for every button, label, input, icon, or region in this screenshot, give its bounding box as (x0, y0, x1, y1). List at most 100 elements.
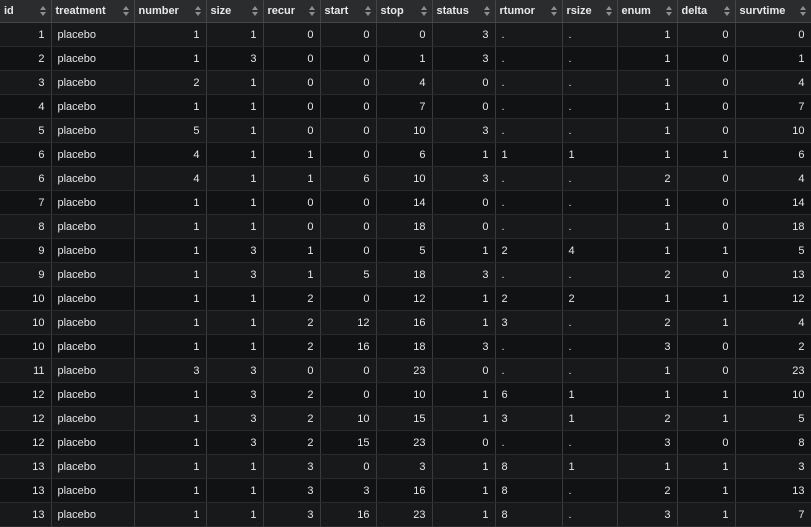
sort-arrows-icon[interactable] (551, 4, 558, 18)
cell-rtumor: 6 (495, 382, 563, 407)
cell-stop: 18 (376, 262, 433, 287)
cell-start: 0 (320, 118, 377, 143)
sort-arrows-icon[interactable] (195, 4, 202, 18)
table-row[interactable]: 12 placebo 1 3 2 0 10 1 6 1 1 1 10 (0, 382, 811, 407)
cell-survtime: 13 (735, 262, 811, 287)
sort-arrows-icon[interactable] (421, 4, 428, 18)
table-row[interactable]: 6 placebo 4 1 1 0 6 1 1 1 1 1 6 (0, 142, 811, 167)
cell-enum: 3 (617, 430, 678, 455)
table-row[interactable]: 2 placebo 1 3 0 0 1 3.. 1 0 1 (0, 46, 811, 71)
cell-rsize: . (562, 94, 618, 119)
table-row[interactable]: 8 placebo 1 1 0 0 18 0.. 1 0 18 (0, 214, 811, 239)
column-header-id[interactable]: id (0, 0, 52, 23)
cell-number: 3 (134, 358, 207, 383)
cell-status: 1 (432, 406, 496, 431)
cell-treatment: placebo (51, 142, 135, 167)
sort-arrows-icon[interactable] (606, 4, 613, 18)
cell-recur: 2 (263, 334, 321, 359)
table-row[interactable]: 6 placebo 4 1 1 6 10 3.. 2 0 4 (0, 166, 811, 191)
table-row[interactable]: 10 placebo 1 1 2 0 12 1 2 2 1 1 12 (0, 286, 811, 311)
cell-treatment: placebo (51, 94, 135, 119)
sort-arrows-icon[interactable] (484, 4, 491, 18)
cell-status: 1 (432, 382, 496, 407)
cell-rtumor: . (495, 262, 563, 287)
table-row[interactable]: 7 placebo 1 1 0 0 14 0.. 1 0 14 (0, 190, 811, 215)
table-row[interactable]: 12 placebo 1 3 2 10 15 1 3 1 2 1 5 (0, 406, 811, 431)
column-header-rsize[interactable]: rsize (562, 0, 618, 23)
cell-id: 2 (0, 46, 52, 71)
cell-number: 1 (134, 430, 207, 455)
column-header-enum[interactable]: enum (617, 0, 678, 23)
column-header-recur[interactable]: recur (263, 0, 321, 23)
cell-stop: 15 (376, 406, 433, 431)
table-row[interactable]: 11 placebo 3 3 0 0 23 0.. 1 0 23 (0, 358, 811, 383)
table-row[interactable]: 13 placebo 1 1 3 3 16 1 8. 2 1 13 (0, 478, 811, 503)
table-row[interactable]: 1 placebo 1 1 0 0 0 3.. 1 0 0 (0, 22, 811, 47)
cell-status: 1 (432, 502, 496, 527)
table-row[interactable]: 5 placebo 5 1 0 0 10 3.. 1 0 10 (0, 118, 811, 143)
column-header-status[interactable]: status (432, 0, 496, 23)
cell-number: 1 (134, 94, 207, 119)
cell-rtumor: 2 (495, 286, 563, 311)
cell-enum: 1 (617, 94, 678, 119)
table-row[interactable]: 13 placebo 1 1 3 16 23 1 8. 3 1 7 (0, 502, 811, 527)
column-header-start[interactable]: start (320, 0, 377, 23)
cell-status: 3 (432, 22, 496, 47)
cell-treatment: placebo (51, 118, 135, 143)
cell-recur: 2 (263, 430, 321, 455)
table-row[interactable]: 4 placebo 1 1 0 0 7 0.. 1 0 7 (0, 94, 811, 119)
cell-survtime: 18 (735, 214, 811, 239)
cell-enum: 2 (617, 310, 678, 335)
sort-arrows-icon[interactable] (800, 4, 807, 18)
cell-id: 9 (0, 262, 52, 287)
column-header-survtime[interactable]: survtime (735, 0, 811, 23)
cell-enum: 1 (617, 286, 678, 311)
cell-enum: 1 (617, 214, 678, 239)
cell-number: 5 (134, 118, 207, 143)
column-header-rtumor[interactable]: rtumor (495, 0, 563, 23)
cell-rsize: 1 (562, 406, 618, 431)
sort-arrows-icon[interactable] (252, 4, 259, 18)
cell-size: 1 (206, 334, 264, 359)
cell-number: 1 (134, 478, 207, 503)
column-header-size[interactable]: size (206, 0, 264, 23)
sort-arrows-icon[interactable] (123, 4, 130, 18)
sort-arrows-icon[interactable] (40, 4, 47, 18)
cell-number: 1 (134, 262, 207, 287)
cell-size: 1 (206, 166, 264, 191)
cell-treatment: placebo (51, 406, 135, 431)
cell-stop: 12 (376, 286, 433, 311)
column-header-treatment[interactable]: treatment (51, 0, 135, 23)
cell-survtime: 23 (735, 358, 811, 383)
cell-delta: 0 (677, 262, 736, 287)
table-row[interactable]: 10 placebo 1 1 2 16 18 3.. 3 0 2 (0, 334, 811, 359)
sort-arrows-icon[interactable] (724, 4, 731, 18)
cell-delta: 0 (677, 94, 736, 119)
cell-number: 1 (134, 502, 207, 527)
sort-arrows-icon[interactable] (309, 4, 316, 18)
column-header-number[interactable]: number (134, 0, 207, 23)
cell-rtumor: 2 (495, 238, 563, 263)
cell-size: 3 (206, 238, 264, 263)
cell-status: 1 (432, 238, 496, 263)
cell-rsize: . (562, 70, 618, 95)
cell-rsize: . (562, 502, 618, 527)
cell-id: 3 (0, 70, 52, 95)
cell-survtime: 6 (735, 142, 811, 167)
cell-rsize: . (562, 358, 618, 383)
cell-start: 0 (320, 358, 377, 383)
cell-number: 1 (134, 238, 207, 263)
table-row[interactable]: 9 placebo 1 3 1 5 18 3.. 2 0 13 (0, 262, 811, 287)
table-row[interactable]: 12 placebo 1 3 2 15 23 0.. 3 0 8 (0, 430, 811, 455)
cell-rsize: 2 (562, 286, 618, 311)
sort-arrows-icon[interactable] (365, 4, 372, 18)
sort-arrows-icon[interactable] (666, 4, 673, 18)
table-row[interactable]: 13 placebo 1 1 3 0 3 1 8 1 1 1 3 (0, 454, 811, 479)
column-header-stop[interactable]: stop (376, 0, 433, 23)
column-header-delta[interactable]: delta (677, 0, 736, 23)
table-row[interactable]: 3 placebo 2 1 0 0 4 0.. 1 0 4 (0, 70, 811, 95)
table-row[interactable]: 9 placebo 1 3 1 0 5 1 2 4 1 1 5 (0, 238, 811, 263)
column-header-label: number (138, 5, 179, 17)
table-row[interactable]: 10 placebo 1 1 2 12 16 1 3. 2 1 4 (0, 310, 811, 335)
cell-rtumor: 3 (495, 406, 563, 431)
